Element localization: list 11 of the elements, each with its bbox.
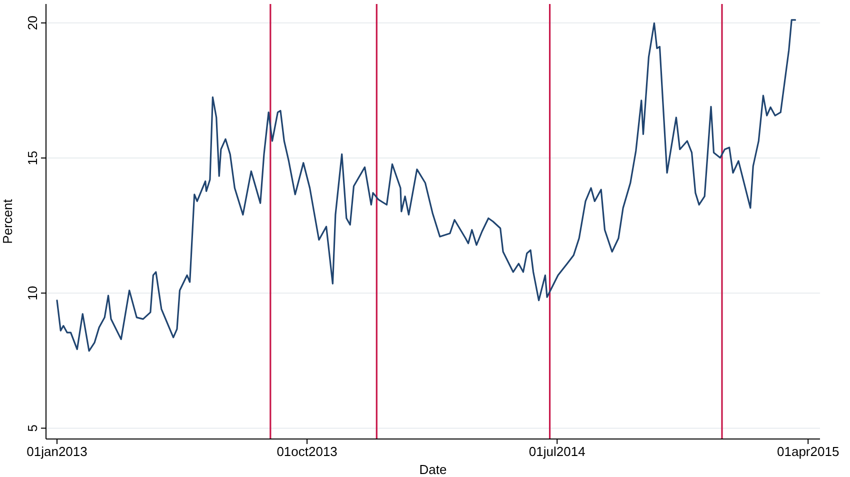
y-tick-label: 10 <box>25 286 40 300</box>
line-series <box>56 19 796 352</box>
x-axis-title: Date <box>419 462 447 477</box>
y-tick-label: 20 <box>25 16 40 30</box>
y-tick-label: 15 <box>25 150 40 166</box>
x-tick-label: 01apr2015 <box>777 444 840 460</box>
y-axis-title: Percent <box>0 198 15 244</box>
x-tick-label: 01jul2014 <box>528 444 586 460</box>
y-tick-label: 5 <box>25 424 40 432</box>
x-tick-label: 01jan2013 <box>26 444 88 460</box>
x-tick-label: 01oct2013 <box>276 444 338 460</box>
